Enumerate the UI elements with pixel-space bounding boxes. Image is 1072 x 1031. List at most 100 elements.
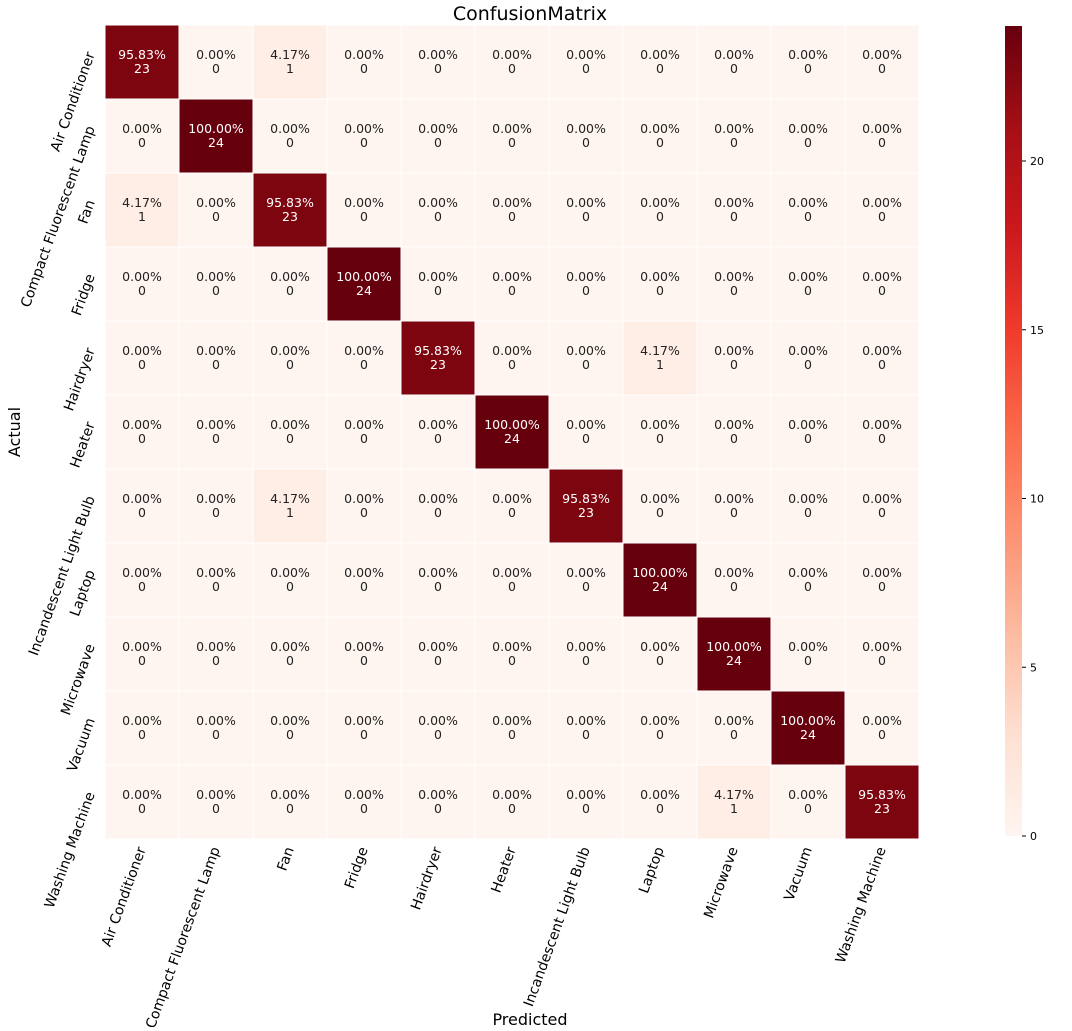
cell-percent-label: 0.00%	[640, 417, 680, 432]
cell-percent-label: 0.00%	[566, 787, 606, 802]
cell-count-label: 0	[212, 801, 220, 816]
heatmap-cell	[844, 690, 920, 766]
heatmap-cell	[104, 468, 180, 544]
heatmap-cell	[326, 542, 402, 618]
cell-percent-label: 0.00%	[270, 269, 310, 284]
heatmap-cell	[474, 394, 550, 470]
cell-count-label: 0	[286, 801, 294, 816]
heatmap-cell	[178, 542, 254, 618]
cell-count-label: 1	[656, 357, 664, 372]
heatmap-cell	[326, 468, 402, 544]
cell-percent-label: 0.00%	[566, 565, 606, 580]
heatmap-cell	[696, 690, 772, 766]
x-tick-label: Fan	[274, 845, 297, 873]
cell-percent-label: 0.00%	[344, 195, 384, 210]
heatmap-cell	[844, 24, 920, 100]
cell-count-label: 0	[360, 801, 368, 816]
cell-percent-label: 0.00%	[640, 195, 680, 210]
cell-percent-label: 0.00%	[196, 491, 236, 506]
heatmap-cell	[474, 98, 550, 174]
cell-count-label: 0	[138, 283, 146, 298]
heatmap-cell	[252, 690, 328, 766]
cell-percent-label: 0.00%	[788, 269, 828, 284]
cell-count-label: 0	[212, 283, 220, 298]
cell-percent-label: 0.00%	[714, 121, 754, 136]
cell-percent-label: 0.00%	[714, 565, 754, 580]
cell-percent-label: 0.00%	[640, 47, 680, 62]
cell-count-label: 0	[582, 727, 590, 742]
cell-percent-label: 0.00%	[418, 491, 458, 506]
cell-count-label: 0	[138, 801, 146, 816]
cell-percent-label: 0.00%	[418, 639, 458, 654]
x-tick-label: Microwave	[701, 845, 742, 921]
cell-percent-label: 0.00%	[492, 639, 532, 654]
cell-count-label: 0	[878, 61, 886, 76]
cell-count-label: 1	[730, 801, 738, 816]
cell-percent-label: 0.00%	[714, 195, 754, 210]
heatmap-cell	[622, 764, 698, 840]
y-axis-label: Actual	[5, 407, 24, 457]
cell-percent-label: 0.00%	[640, 713, 680, 728]
cell-percent-label: 0.00%	[418, 121, 458, 136]
heatmap-cell	[400, 98, 476, 174]
cell-count-label: 0	[804, 505, 812, 520]
heatmap-cell	[178, 246, 254, 322]
cell-percent-label: 0.00%	[196, 195, 236, 210]
cell-count-label: 0	[286, 579, 294, 594]
cell-count-label: 0	[360, 727, 368, 742]
heatmap-cell	[104, 24, 180, 100]
cell-percent-label: 0.00%	[640, 787, 680, 802]
cell-count-label: 0	[138, 727, 146, 742]
cell-count-label: 0	[286, 135, 294, 150]
cell-count-label: 0	[656, 653, 664, 668]
cell-count-label: 0	[656, 283, 664, 298]
cell-count-label: 0	[212, 209, 220, 224]
cell-count-label: 0	[582, 61, 590, 76]
cell-percent-label: 0.00%	[270, 787, 310, 802]
cell-percent-label: 0.00%	[418, 713, 458, 728]
cell-percent-label: 0.00%	[788, 417, 828, 432]
cell-percent-label: 0.00%	[122, 491, 162, 506]
cell-percent-label: 0.00%	[492, 121, 532, 136]
cell-count-label: 0	[730, 61, 738, 76]
heatmap-cell	[622, 98, 698, 174]
y-tick-label: Washing Machine	[42, 790, 99, 910]
y-tick-label: Fan	[75, 198, 98, 226]
heatmap-cell	[844, 98, 920, 174]
cell-percent-label: 0.00%	[270, 639, 310, 654]
colorbar-tick-label: 10	[1030, 493, 1044, 506]
heatmap-cell	[770, 246, 846, 322]
cell-count-label: 1	[286, 505, 294, 520]
heatmap-cell	[474, 24, 550, 100]
cell-percent-label: 0.00%	[566, 713, 606, 728]
cell-count-label: 0	[138, 579, 146, 594]
cell-percent-label: 0.00%	[196, 787, 236, 802]
cell-percent-label: 0.00%	[418, 565, 458, 580]
cell-count-label: 24	[504, 431, 520, 446]
cell-count-label: 0	[804, 431, 812, 446]
cell-count-label: 0	[138, 357, 146, 372]
cell-percent-label: 0.00%	[862, 121, 902, 136]
cell-percent-label: 0.00%	[270, 343, 310, 358]
heatmap-cell	[770, 468, 846, 544]
cell-count-label: 0	[582, 431, 590, 446]
cell-count-label: 24	[208, 135, 224, 150]
cell-percent-label: 0.00%	[270, 121, 310, 136]
cell-count-label: 23	[874, 801, 890, 816]
cell-count-label: 0	[286, 727, 294, 742]
cell-count-label: 0	[656, 505, 664, 520]
heatmap-cell	[474, 320, 550, 396]
colorbar-tick-label: 15	[1030, 324, 1044, 337]
heatmap-cell	[252, 172, 328, 248]
heatmap-cell	[104, 98, 180, 174]
heatmap-cell	[252, 468, 328, 544]
cell-percent-label: 0.00%	[418, 269, 458, 284]
cell-annotations: 95.83%230.00%04.17%10.00%00.00%00.00%00.…	[118, 47, 906, 816]
cell-count-label: 0	[360, 579, 368, 594]
cell-percent-label: 0.00%	[862, 47, 902, 62]
cell-count-label: 1	[286, 61, 294, 76]
cell-count-label: 0	[138, 653, 146, 668]
heatmap-cell	[770, 764, 846, 840]
